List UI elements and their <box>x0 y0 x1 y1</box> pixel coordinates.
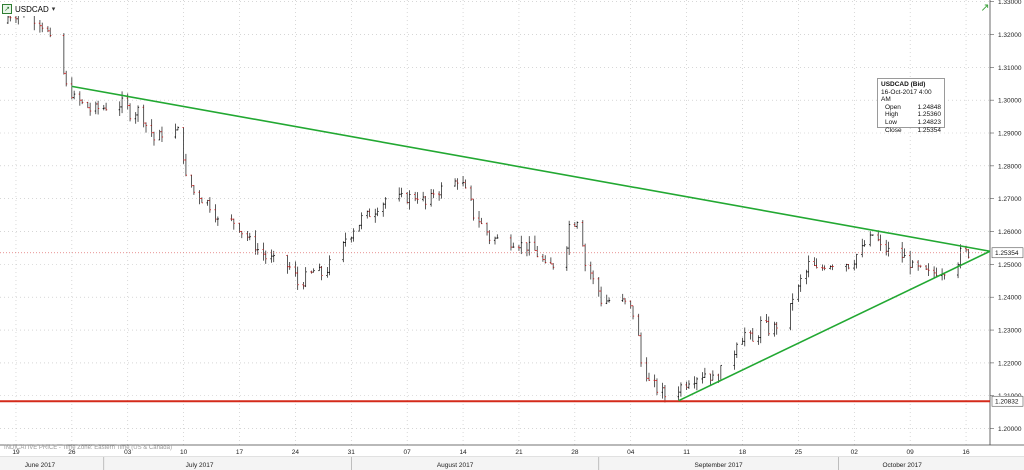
y-tick-label: 1.32000 <box>998 32 1022 39</box>
trendline-ascending-support <box>678 250 991 402</box>
month-label: August 2017 <box>437 462 474 469</box>
tooltip-label: Open <box>885 103 901 111</box>
x-tick-label: 19 <box>12 449 20 456</box>
month-label: July 2017 <box>186 462 214 469</box>
y-tick-label: 1.27000 <box>998 196 1022 203</box>
y-tick-label: 1.20000 <box>998 426 1022 433</box>
x-tick-label: 09 <box>907 449 915 456</box>
y-tick-label: 1.28000 <box>998 163 1022 170</box>
x-tick-label: 17 <box>236 449 244 456</box>
x-tick-label: 24 <box>292 449 300 456</box>
x-tick-label: 02 <box>851 449 859 456</box>
symbol-label: USDCAD <box>15 4 49 14</box>
y-tick-label: 1.23000 <box>998 328 1022 335</box>
symbol-selector[interactable]: ↗ USDCAD ▾ <box>2 2 56 16</box>
tooltip-label: High <box>885 111 899 119</box>
last-price-tag-label: 1.25354 <box>995 250 1019 257</box>
tooltip-value: 1.24823 <box>917 118 942 126</box>
caret-down-icon[interactable]: ▾ <box>51 6 56 13</box>
x-tick-label: 10 <box>180 449 188 456</box>
x-tick-label: 18 <box>739 449 747 456</box>
month-label: June 2017 <box>25 462 56 469</box>
y-tick-label: 1.25000 <box>998 262 1022 269</box>
tooltip-label: Close <box>885 126 902 134</box>
month-label: October 2017 <box>882 462 922 469</box>
x-tick-label: 16 <box>962 449 970 456</box>
y-tick-label: 1.33000 <box>998 0 1022 6</box>
month-band <box>0 457 1024 470</box>
ohlc-tooltip: USDCAD (Bid) 16-Oct-2017 4:00 AM Open 1.… <box>877 78 945 134</box>
tooltip-row-open: Open 1.24848 <box>881 104 941 112</box>
tooltip-value: 1.25354 <box>917 126 942 134</box>
x-tick-label: 11 <box>683 449 690 456</box>
y-tick-label: 1.31000 <box>998 65 1022 72</box>
y-tick-label: 1.30000 <box>998 98 1022 105</box>
trend-up-arrow-icon[interactable]: ↗ <box>980 2 990 14</box>
tooltip-row-low: Low 1.24823 <box>881 119 941 127</box>
tooltip-row-high: High 1.25360 <box>881 111 941 119</box>
x-tick-label: 21 <box>515 449 523 456</box>
x-tick-label: 26 <box>68 449 76 456</box>
tooltip-value: 1.24848 <box>917 103 942 111</box>
trendline-descending-resistance <box>71 85 991 253</box>
y-tick-label: 1.26000 <box>998 229 1022 236</box>
support-level-tag <box>991 395 1024 407</box>
tooltip-label: Low <box>885 118 897 126</box>
x-tick-label: 28 <box>571 449 579 456</box>
tooltip-value: 1.25360 <box>917 111 942 119</box>
x-tick-label: 25 <box>795 449 803 456</box>
tooltip-title: USDCAD (Bid) <box>881 81 926 88</box>
x-tick-label: 07 <box>404 449 412 456</box>
footer-note: INDICATIVE PRICE - Time Zone: Eastern Ti… <box>4 445 172 451</box>
x-tick-label: 04 <box>627 449 635 456</box>
y-tick-label: 1.29000 <box>998 131 1022 138</box>
x-tick-label: 14 <box>459 449 467 456</box>
tooltip-datetime: 16-Oct-2017 4:00 AM <box>881 88 932 104</box>
tooltip-row-close: Close 1.25354 <box>881 127 941 135</box>
y-tick-label: 1.24000 <box>998 295 1022 302</box>
last-price-tag <box>991 247 1024 259</box>
x-tick-label: 31 <box>348 449 356 456</box>
y-tick-label: 1.22000 <box>998 360 1022 367</box>
x-tick-label: 03 <box>124 449 132 456</box>
chart-icon: ↗ <box>2 4 12 14</box>
support-level-tag-label: 1.20832 <box>995 399 1019 406</box>
month-label: September 2017 <box>695 462 743 469</box>
